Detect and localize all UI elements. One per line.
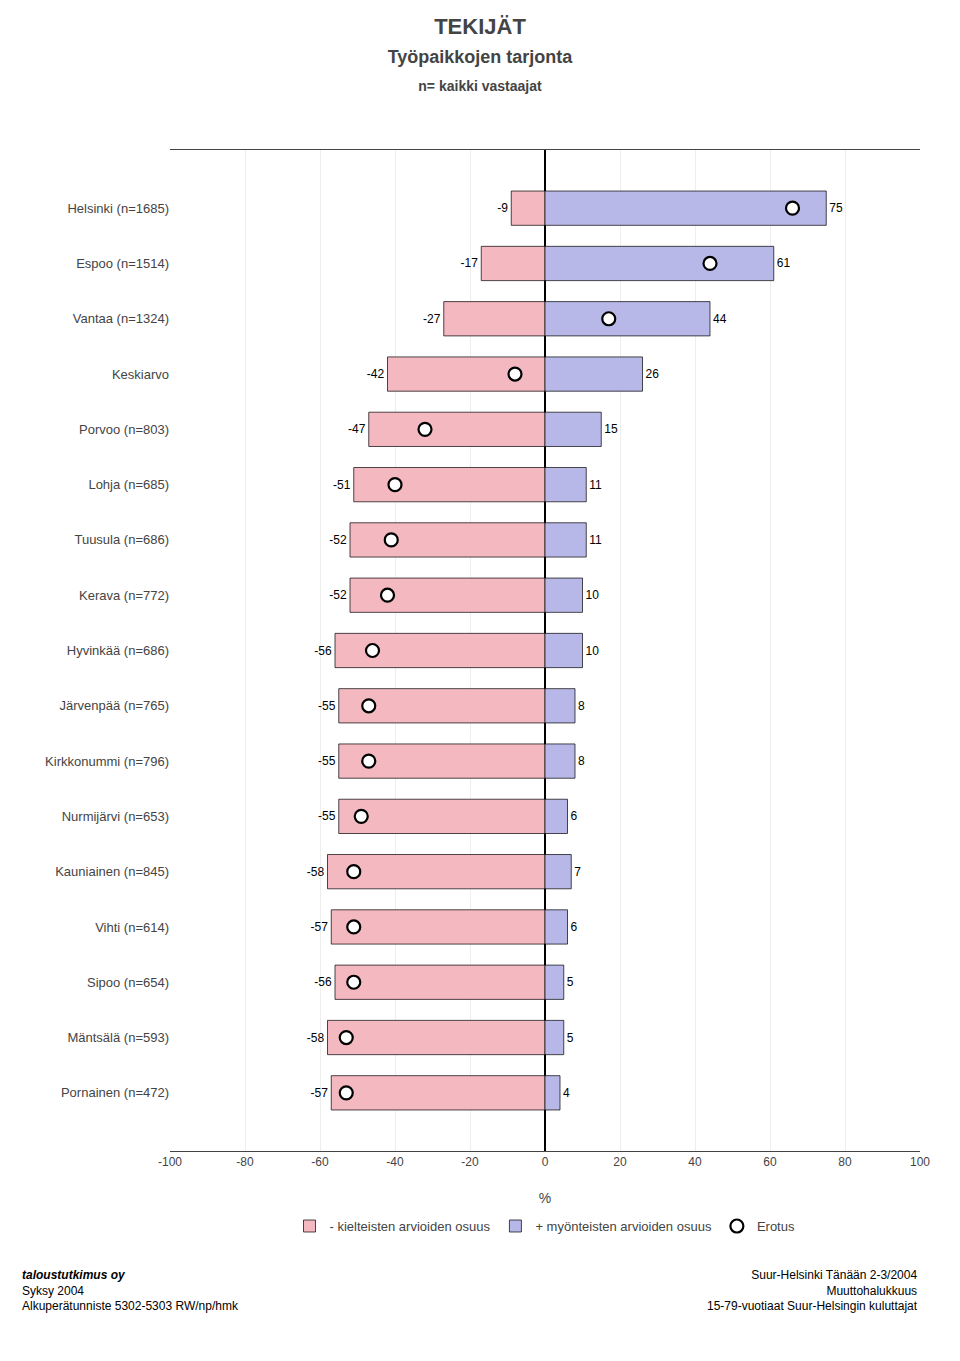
svg-text:100: 100: [910, 1155, 930, 1169]
svg-text:-55: -55: [318, 754, 336, 768]
svg-text:Mäntsälä (n=593): Mäntsälä (n=593): [67, 1030, 169, 1045]
svg-text:10: 10: [586, 588, 600, 602]
svg-text:0: 0: [542, 1155, 549, 1169]
svg-text:11: 11: [589, 478, 602, 492]
svg-text:-57: -57: [311, 920, 329, 934]
svg-text:-52: -52: [329, 588, 347, 602]
svg-text:Porvoo (n=803): Porvoo (n=803): [79, 422, 169, 437]
svg-text:Järvenpää (n=765): Järvenpää (n=765): [60, 698, 170, 713]
svg-text:8: 8: [578, 699, 585, 713]
svg-text:-9: -9: [497, 201, 508, 215]
svg-text:-27: -27: [423, 312, 441, 326]
svg-text:Keskiarvo: Keskiarvo: [112, 367, 169, 382]
svg-text:40: 40: [688, 1155, 702, 1169]
svg-text:Kirkkonummi (n=796): Kirkkonummi (n=796): [45, 754, 169, 769]
svg-text:Lohja (n=685): Lohja (n=685): [88, 477, 169, 492]
svg-text:-58: -58: [307, 865, 325, 879]
svg-text:-57: -57: [311, 1086, 329, 1100]
svg-text:44: 44: [713, 312, 727, 326]
svg-text:-47: -47: [348, 422, 366, 436]
svg-text:-42: -42: [367, 367, 385, 381]
svg-text:75: 75: [829, 201, 843, 215]
svg-text:7: 7: [574, 865, 581, 879]
svg-text:-55: -55: [318, 699, 336, 713]
svg-text:11: 11: [589, 533, 602, 547]
svg-text:+ myönteisten arvioiden osuus: + myönteisten arvioiden osuus: [535, 1219, 711, 1234]
svg-text:-100: -100: [158, 1155, 182, 1169]
svg-text:60: 60: [763, 1155, 777, 1169]
svg-text:TEKIJÄTTyöpaikkojen tarjontan=: TEKIJÄTTyöpaikkojen tarjontan= kaikki va…: [388, 14, 574, 94]
svg-text:Vihti (n=614): Vihti (n=614): [95, 920, 169, 935]
svg-text:-58: -58: [307, 1031, 325, 1045]
svg-text:-55: -55: [318, 809, 336, 823]
svg-text:-17: -17: [461, 256, 479, 270]
svg-text:Vantaa (n=1324): Vantaa (n=1324): [73, 311, 169, 326]
svg-text:taloustutkimus oySyksy 2004Alk: taloustutkimus oySyksy 2004Alkuperätunni…: [22, 1268, 239, 1313]
svg-text:Sipoo (n=654): Sipoo (n=654): [87, 975, 169, 990]
svg-text:5: 5: [567, 975, 574, 989]
svg-text:10: 10: [586, 644, 600, 658]
svg-text:Espoo (n=1514): Espoo (n=1514): [76, 256, 169, 271]
svg-text:5: 5: [567, 1031, 574, 1045]
svg-text:-60: -60: [311, 1155, 329, 1169]
svg-text:4: 4: [563, 1086, 570, 1100]
svg-text:Helsinki (n=1685): Helsinki (n=1685): [67, 201, 169, 216]
svg-text:26: 26: [646, 367, 660, 381]
svg-text:- kielteisten arvioiden osuus: - kielteisten arvioiden osuus: [330, 1219, 491, 1234]
svg-text:6: 6: [571, 920, 578, 934]
svg-text:-40: -40: [386, 1155, 404, 1169]
svg-text:-80: -80: [236, 1155, 254, 1169]
svg-text:-56: -56: [314, 644, 332, 658]
svg-text:-20: -20: [461, 1155, 479, 1169]
svg-text:Tuusula (n=686): Tuusula (n=686): [74, 532, 169, 547]
svg-text:Kauniainen (n=845): Kauniainen (n=845): [55, 864, 169, 879]
svg-text:8: 8: [578, 754, 585, 768]
svg-text:-51: -51: [333, 478, 351, 492]
svg-text:Nurmijärvi (n=653): Nurmijärvi (n=653): [62, 809, 169, 824]
svg-text:61: 61: [777, 256, 791, 270]
svg-text:Erotus: Erotus: [757, 1219, 795, 1234]
svg-text:Hyvinkää (n=686): Hyvinkää (n=686): [67, 643, 169, 658]
svg-text:15: 15: [604, 422, 618, 436]
svg-text:80: 80: [838, 1155, 852, 1169]
svg-text:20: 20: [613, 1155, 627, 1169]
svg-text:Kerava (n=772): Kerava (n=772): [79, 588, 169, 603]
svg-text:-56: -56: [314, 975, 332, 989]
svg-text:Suur-Helsinki Tänään 2-3/2004M: Suur-Helsinki Tänään 2-3/2004Muuttohaluk…: [707, 1268, 918, 1313]
svg-text:Pornainen (n=472): Pornainen (n=472): [61, 1085, 169, 1100]
svg-text:-52: -52: [329, 533, 347, 547]
svg-text:%: %: [539, 1190, 551, 1206]
svg-text:6: 6: [571, 809, 578, 823]
